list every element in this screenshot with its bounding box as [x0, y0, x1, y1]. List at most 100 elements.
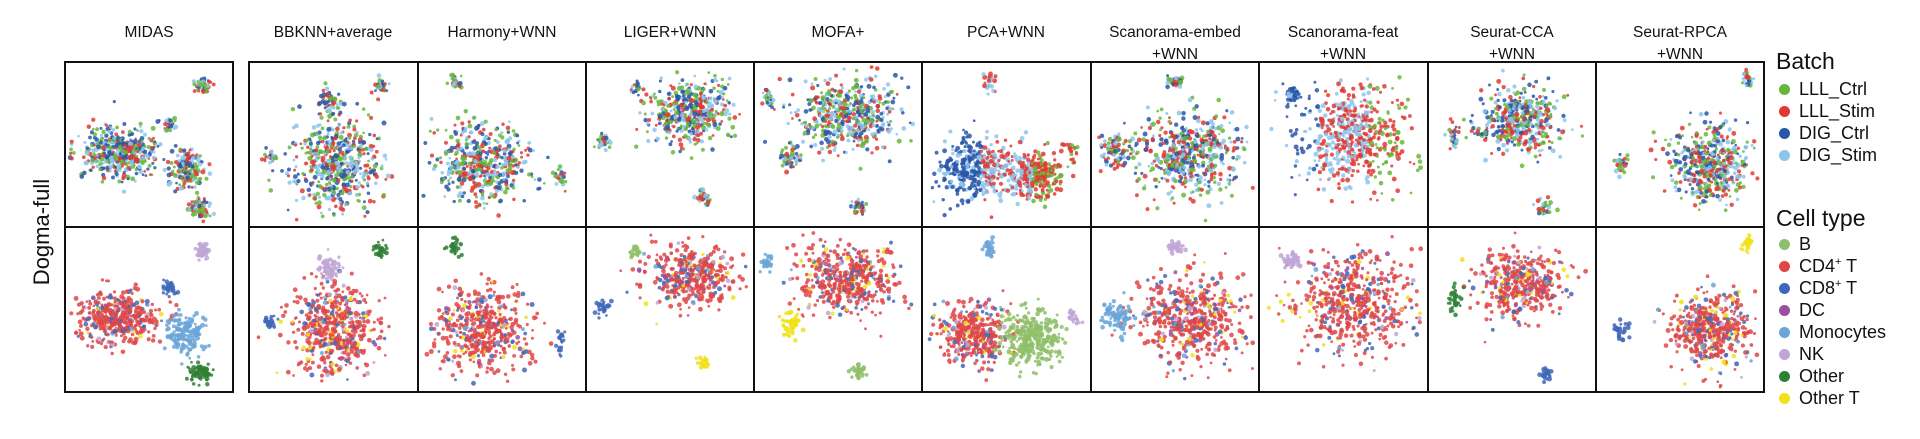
scatter-point [128, 297, 134, 303]
scatter-point [341, 212, 345, 216]
scatter-point [860, 85, 864, 89]
scatter-point [107, 295, 113, 300]
scatter-point [85, 146, 89, 150]
scatter-point [707, 135, 713, 141]
scatter-point [423, 141, 428, 145]
scatter-point [659, 257, 664, 261]
scatter-point [363, 362, 367, 366]
scatter-point [603, 142, 607, 147]
scatter-point [358, 291, 362, 296]
scatter-point [820, 106, 824, 110]
scatter-point [323, 318, 327, 323]
scatter-point [197, 162, 203, 167]
scatter-point [850, 96, 854, 100]
scatter-point [892, 96, 896, 100]
scatter-point [461, 308, 466, 313]
scatter-point [535, 311, 540, 316]
scatter-point [492, 290, 496, 294]
scatter-point [720, 95, 724, 99]
scatter-point [367, 198, 373, 204]
scatter-point [693, 84, 698, 89]
scatter-point [82, 170, 87, 176]
scatter-point [514, 170, 519, 175]
scatter-point [141, 173, 145, 177]
scatter-point [511, 129, 516, 133]
method-title-seurat-cca-wnn: Seurat-CCA +WNN [1470, 24, 1554, 63]
scatter-point [679, 85, 685, 91]
scatter-point [354, 167, 360, 173]
scatter-point [478, 298, 484, 303]
scatter-point [720, 77, 725, 82]
scatter-point [527, 349, 532, 355]
scatter-point [343, 326, 347, 331]
scatter-point [162, 346, 167, 351]
scatter-point [494, 185, 499, 189]
scatter-point [668, 290, 673, 294]
scatter-point [498, 148, 502, 152]
scatter-point [173, 143, 178, 148]
scatter-point [121, 130, 125, 134]
scatter-point [304, 161, 309, 166]
scatter-point [384, 250, 389, 256]
scatter-point [455, 115, 461, 121]
scatter-point [178, 147, 182, 151]
scatter-point [346, 202, 350, 206]
scatter-point [269, 149, 274, 154]
scatter-point [715, 126, 721, 131]
scatter-point [494, 340, 500, 346]
scatter-point [443, 195, 447, 198]
scatter-point [317, 180, 321, 184]
scatter-point [729, 135, 733, 139]
scatter-point [530, 356, 535, 361]
scatter-point [709, 96, 713, 100]
scatter-point [126, 177, 130, 181]
scatter-point [104, 123, 109, 127]
scatter-point [129, 327, 134, 332]
scatter-point [383, 296, 387, 300]
scatter-point [484, 176, 488, 180]
scatter-point [78, 310, 83, 315]
scatter-point [292, 158, 296, 162]
scatter-point [431, 166, 437, 172]
scatter-point [695, 120, 699, 124]
scatter-point [477, 123, 481, 128]
scatter-point [546, 155, 550, 160]
scatter-point [163, 122, 167, 126]
scatter-point [337, 147, 342, 152]
scatter-point [118, 152, 123, 156]
scatter-point [440, 315, 444, 318]
scatter-point [441, 290, 444, 294]
scatter-point [664, 295, 670, 301]
scatter-point [464, 316, 470, 321]
scatter-point [845, 124, 850, 129]
scatter-point [720, 293, 724, 296]
scatter-point [387, 324, 391, 329]
scatter-point [483, 181, 488, 187]
scatter-point [148, 308, 154, 313]
scatter-point [378, 321, 382, 325]
scatter-point [355, 353, 361, 359]
scatter-point [73, 295, 79, 301]
scatter-point [345, 149, 350, 154]
scatter-point [853, 123, 858, 128]
scatter-point [185, 157, 190, 162]
scatter-point [810, 82, 814, 86]
scatter-point [190, 165, 195, 169]
scatter-point [294, 165, 298, 169]
scatter-point [345, 302, 349, 306]
scatter-point [129, 322, 133, 326]
scatter-point [649, 239, 655, 244]
scatter-point [92, 132, 98, 137]
scatter-point [701, 252, 705, 257]
scatter-point [674, 270, 679, 275]
scatter-point [635, 81, 640, 86]
scatter-point [459, 322, 463, 327]
scatter-point [365, 370, 371, 376]
scatter-point [324, 182, 329, 187]
scatter-point [120, 139, 124, 142]
scatter-point [688, 97, 694, 103]
scatter-point [513, 320, 518, 325]
scatter-point [522, 337, 527, 341]
scatter-point [701, 278, 707, 284]
scatter-point [487, 294, 493, 300]
